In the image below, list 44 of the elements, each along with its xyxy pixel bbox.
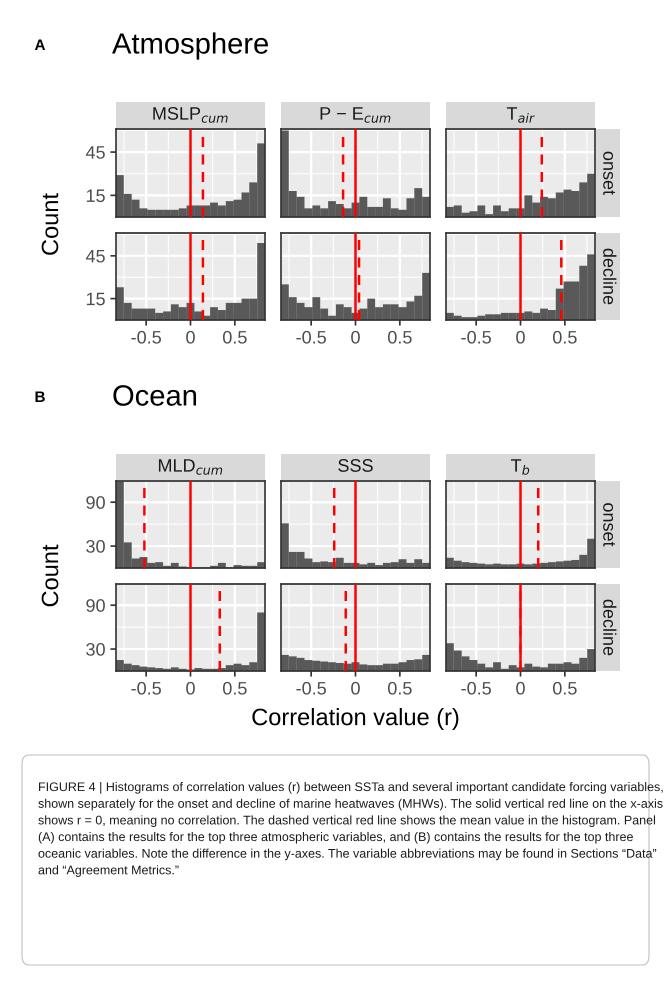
text: decline xyxy=(603,248,616,304)
x-tick-label: 0.5 xyxy=(223,330,247,344)
chart-title: P − E$_{cum}$ xyxy=(320,107,390,123)
y-tick-label: 90 xyxy=(86,599,105,612)
y-tick-label: 15 xyxy=(86,189,105,202)
x-tick-label: 0 xyxy=(516,682,525,695)
x-tick-label: 0.5 xyxy=(388,330,412,344)
y-tick-label: 15 xyxy=(86,292,105,306)
x-tick-label: 0.5 xyxy=(553,330,577,344)
y-tick-label: 30 xyxy=(86,643,105,656)
chart-title: SSS xyxy=(338,459,373,472)
y-tick-label: 30 xyxy=(86,540,105,553)
chart-title: MSLP$_{cum}$ xyxy=(153,107,228,123)
chart-title: MLD$_{cum}$ xyxy=(158,459,222,475)
y-axis-title: Count xyxy=(42,193,58,255)
x-tick-label: 0 xyxy=(351,330,360,344)
caption: FIGURE 4 | Histograms of correlation values (r) between SSTa and several important candidate forcing variables, shown separately for the onset and decline of marine heatwaves (MHWs). The solid vertical red line on the x-axis shows r = 0, meaning no correlation. The dashed vertical red line shows the mean value in the histogram. Panel (A) contains the results for the top three atmospheric variables, and (B) contains the results for the top three oceanic variables. Note the difference in the y-axes. The variable abbreviations may be found in Sections “Data” and “Agreement Metrics.” xyxy=(38,782,663,877)
y-axis-title: Count xyxy=(42,544,58,606)
y-tick-label: 45 xyxy=(86,146,105,159)
x-axis-title: Correlation value (r) xyxy=(252,708,458,730)
text: onset xyxy=(603,503,616,546)
x-tick-label: -0.5 xyxy=(296,682,326,695)
x-tick-label: 0.5 xyxy=(223,682,247,695)
chart-title: T$_{air}$ xyxy=(506,107,535,123)
x-tick-label: -0.5 xyxy=(131,682,161,695)
x-tick-label: 0 xyxy=(186,682,195,695)
text: decline xyxy=(603,600,616,656)
x-tick-label: 0 xyxy=(516,330,525,344)
y-tick-label: 45 xyxy=(86,250,105,263)
text: B xyxy=(36,391,45,402)
x-tick-label: 0.5 xyxy=(388,682,412,695)
y-tick-label: 90 xyxy=(86,496,105,509)
chart-title: T$_{b}$ xyxy=(510,459,530,475)
x-tick-label: 0.5 xyxy=(553,682,577,695)
text: Ocean xyxy=(113,385,196,406)
x-tick-label: -0.5 xyxy=(131,330,161,344)
x-tick-label: 0 xyxy=(351,682,360,695)
x-tick-label: -0.5 xyxy=(461,682,491,695)
x-tick-label: 0 xyxy=(186,330,195,344)
text: A xyxy=(34,39,46,50)
x-tick-label: -0.5 xyxy=(296,330,326,344)
x-tick-label: -0.5 xyxy=(461,330,491,344)
text: onset xyxy=(603,152,616,195)
text: Atmosphere xyxy=(112,32,268,60)
